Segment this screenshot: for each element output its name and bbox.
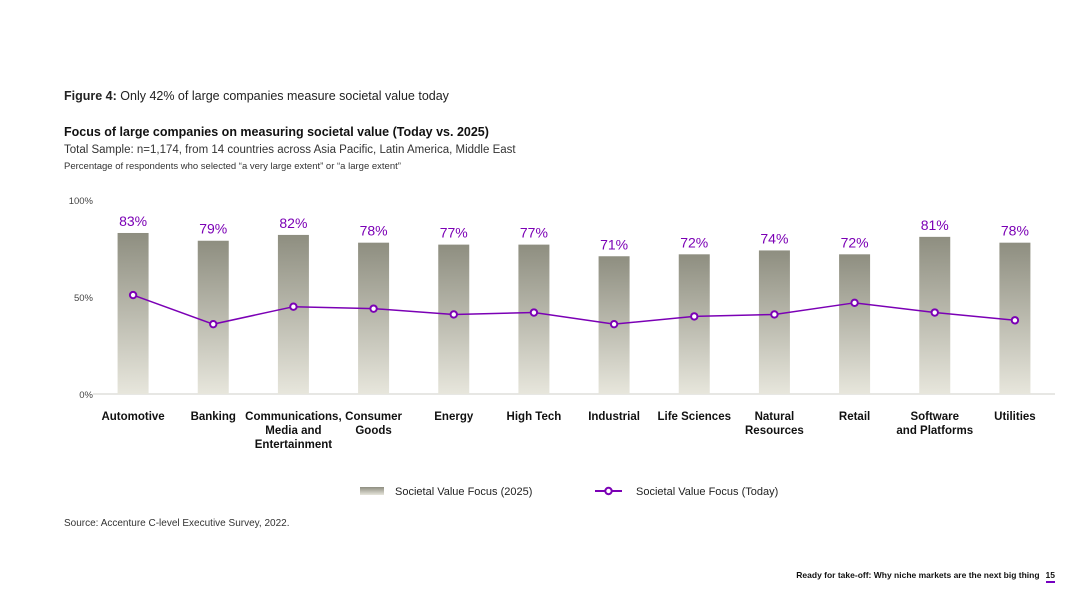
x-tick-label: Consumer Goods [345,411,402,437]
footer: Ready for take-off: Why niche markets ar… [796,570,1055,583]
line-today [132,294,1015,325]
x-tick-label: Energy [434,411,474,423]
line-point-today [449,310,458,319]
y-tick-label: 100% [69,196,94,207]
figure-label: Figure 4: [64,89,117,103]
x-tick-label: Banking [191,411,236,423]
x-tick-label: Natural Resources [745,411,804,437]
bar-data-label: 79% [199,221,227,237]
bar-2025 [277,234,309,394]
line-point-today [609,319,619,329]
x-tick-label: Communications, Media and Entertainment [245,411,341,451]
bar-data-label: 71% [600,236,628,252]
line-point-today [529,308,539,317]
bar-2025 [438,244,470,394]
bar-data-label: 72% [841,234,869,250]
x-tick-label: High Tech [507,411,562,423]
chart-note: Percentage of respondents who selected “… [64,161,401,172]
footer-text: Ready for take-off: Why niche markets ar… [796,570,1040,580]
legend-swatch-marker [604,486,613,496]
line-point-today [1010,316,1020,325]
figure-caption-text: Only 42% of large companies measure soci… [116,89,449,103]
bar-data-label: 72% [680,234,708,250]
x-tick-label: Utilities [994,411,1036,423]
bar-2025 [839,254,871,394]
line-point-today [850,298,859,308]
bar-data-label: 78% [1001,223,1029,239]
bar-2025 [758,250,790,394]
bar-data-label: 82% [279,215,307,231]
x-tick-label: Industrial [588,411,640,423]
bar-data-label: 77% [520,225,548,241]
bar-data-label: 78% [360,223,388,239]
line-point-today [690,312,699,321]
bar-2025 [678,254,710,394]
figure-caption: Figure 4: Only 42% of large companies me… [64,89,449,103]
bar-data-label: 83% [119,213,147,229]
line-point-today [369,304,378,313]
line-point-today [770,310,779,319]
line-point-today [930,308,939,317]
source-note: Source: Accenture C-level Executive Surv… [64,518,290,529]
chart-title: Focus of large companies on measuring so… [64,125,489,139]
bar-2025 [117,232,149,394]
bar-data-label: 77% [440,225,468,241]
x-tick-label: Software and Platforms [896,411,973,437]
x-tick-label: Life Sciences [657,411,731,423]
line-point-today [128,290,138,300]
legend-swatch-bar [360,487,384,495]
x-tick-label: Automotive [101,411,164,423]
legend-label-2025: Societal Value Focus (2025) [395,486,532,498]
bar-2025 [358,242,390,394]
bar-data-label: 74% [760,230,788,246]
line-point-today [289,302,298,311]
line-point-today [209,319,218,329]
bar-data-label: 81% [921,217,949,233]
bar-2025 [518,244,550,394]
chart-subtitle: Total Sample: n=1,174, from 14 countries… [64,144,516,156]
y-tick-label: 50% [74,293,94,304]
y-tick-label: 0% [79,390,93,401]
page-number: 15 [1045,570,1055,583]
x-tick-label: Retail [839,411,870,423]
legend-label-today: Societal Value Focus (Today) [636,486,778,498]
bar-2025 [197,240,229,394]
